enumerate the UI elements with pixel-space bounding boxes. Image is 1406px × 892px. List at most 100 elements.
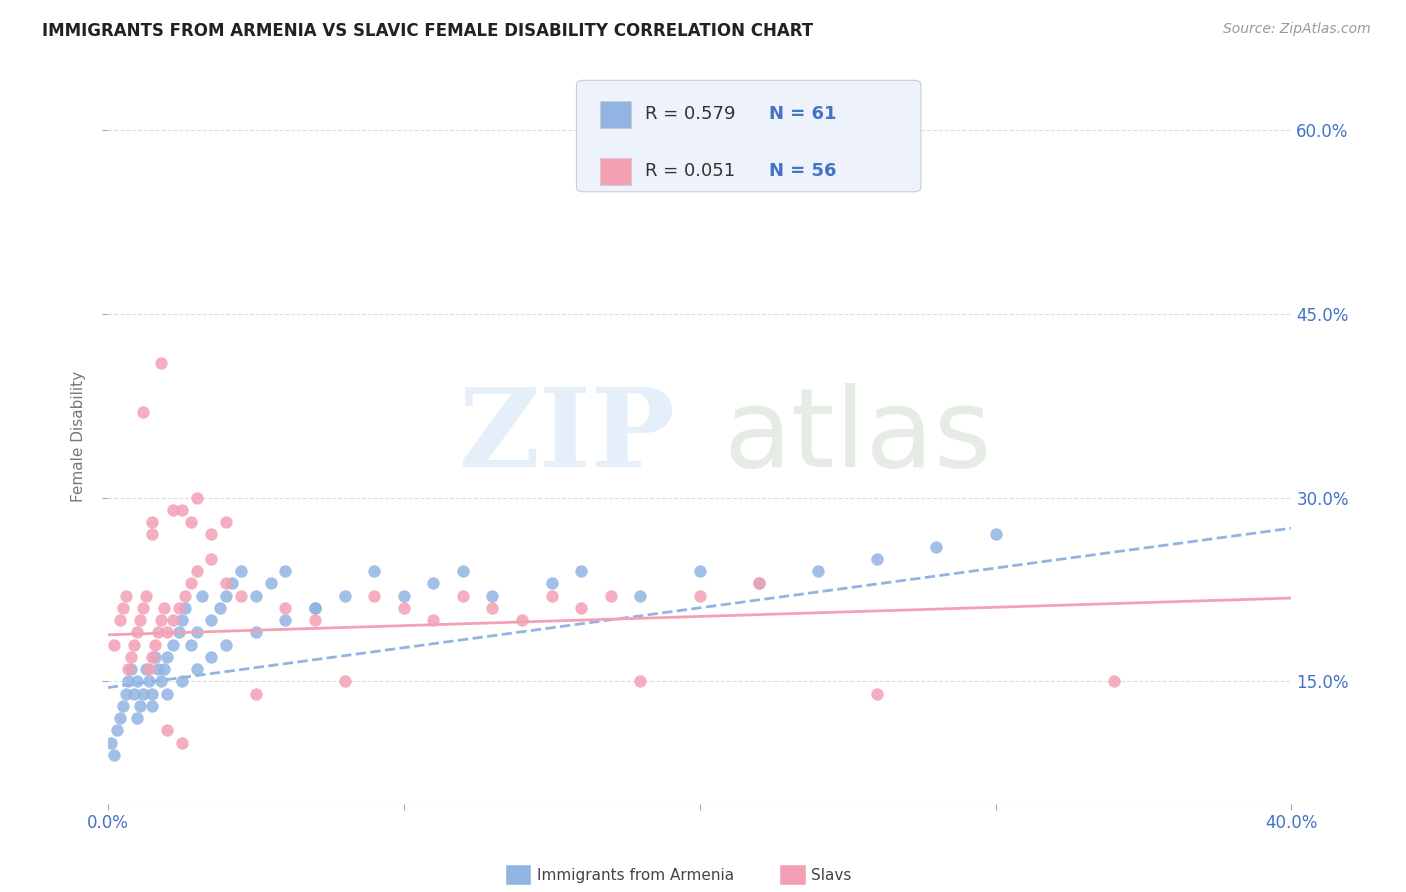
Point xyxy=(103,747,125,762)
Point xyxy=(215,576,238,591)
Point xyxy=(156,687,179,701)
Point xyxy=(146,662,169,676)
Point xyxy=(200,551,222,566)
Point xyxy=(162,613,184,627)
Point xyxy=(451,589,474,603)
Point xyxy=(141,515,163,529)
Point xyxy=(135,662,157,676)
Point xyxy=(180,576,202,591)
Point xyxy=(135,589,157,603)
Point xyxy=(209,600,232,615)
Text: ZIP: ZIP xyxy=(460,383,676,490)
Point xyxy=(451,564,474,578)
Point xyxy=(156,723,179,738)
Point xyxy=(215,589,238,603)
Point xyxy=(628,589,651,603)
Point xyxy=(866,687,889,701)
Point xyxy=(274,613,297,627)
Point xyxy=(540,589,562,603)
Point xyxy=(114,589,136,603)
Text: N = 61: N = 61 xyxy=(769,105,837,123)
Point xyxy=(748,576,770,591)
Point xyxy=(689,589,711,603)
Y-axis label: Female Disability: Female Disability xyxy=(72,371,86,502)
Point xyxy=(105,723,128,738)
Point xyxy=(124,638,146,652)
Point xyxy=(304,600,326,615)
Point xyxy=(103,638,125,652)
Point xyxy=(599,589,621,603)
Point xyxy=(689,564,711,578)
Point xyxy=(132,600,155,615)
Point xyxy=(173,589,195,603)
Text: R = 0.579: R = 0.579 xyxy=(645,105,735,123)
Point xyxy=(138,662,160,676)
Point xyxy=(200,613,222,627)
Point xyxy=(807,564,830,578)
Point xyxy=(170,674,193,689)
Point xyxy=(156,649,179,664)
Point xyxy=(124,687,146,701)
Point xyxy=(191,589,214,603)
Text: N = 56: N = 56 xyxy=(769,162,837,180)
Point xyxy=(481,589,503,603)
Point xyxy=(141,649,163,664)
Point xyxy=(138,674,160,689)
Point xyxy=(117,662,139,676)
Point xyxy=(170,613,193,627)
Point xyxy=(925,540,948,554)
Text: Source: ZipAtlas.com: Source: ZipAtlas.com xyxy=(1223,22,1371,37)
Point xyxy=(180,638,202,652)
Text: Slavs: Slavs xyxy=(811,868,852,882)
Point xyxy=(392,589,415,603)
Point xyxy=(866,551,889,566)
Text: atlas: atlas xyxy=(723,383,991,490)
Point xyxy=(229,589,252,603)
Point xyxy=(150,613,173,627)
Point xyxy=(173,600,195,615)
Point xyxy=(111,698,134,713)
Point xyxy=(170,736,193,750)
Point xyxy=(120,649,142,664)
Point xyxy=(114,687,136,701)
Point xyxy=(259,576,281,591)
Point xyxy=(245,687,267,701)
Point xyxy=(167,625,190,640)
Point xyxy=(304,600,326,615)
Point xyxy=(129,613,152,627)
Point xyxy=(422,576,444,591)
Point xyxy=(111,600,134,615)
Point xyxy=(120,662,142,676)
Point xyxy=(129,698,152,713)
Point xyxy=(540,576,562,591)
Point xyxy=(108,711,131,725)
Point xyxy=(510,613,533,627)
Point xyxy=(127,674,149,689)
Point xyxy=(748,576,770,591)
Point xyxy=(150,356,173,370)
Point xyxy=(143,649,166,664)
Point xyxy=(150,674,173,689)
Point xyxy=(170,503,193,517)
Point xyxy=(162,638,184,652)
Point xyxy=(141,687,163,701)
Text: Immigrants from Armenia: Immigrants from Armenia xyxy=(537,868,734,882)
Point xyxy=(186,564,208,578)
Point xyxy=(215,515,238,529)
Point xyxy=(422,613,444,627)
Point xyxy=(481,600,503,615)
Point xyxy=(569,600,592,615)
Point xyxy=(245,625,267,640)
Point xyxy=(392,600,415,615)
Text: R = 0.051: R = 0.051 xyxy=(645,162,735,180)
Point xyxy=(141,698,163,713)
Point xyxy=(304,613,326,627)
Point xyxy=(274,600,297,615)
Point xyxy=(117,674,139,689)
Point xyxy=(132,687,155,701)
Point xyxy=(146,625,169,640)
Point xyxy=(127,711,149,725)
Point xyxy=(100,736,122,750)
Point xyxy=(363,564,385,578)
Point xyxy=(333,674,356,689)
